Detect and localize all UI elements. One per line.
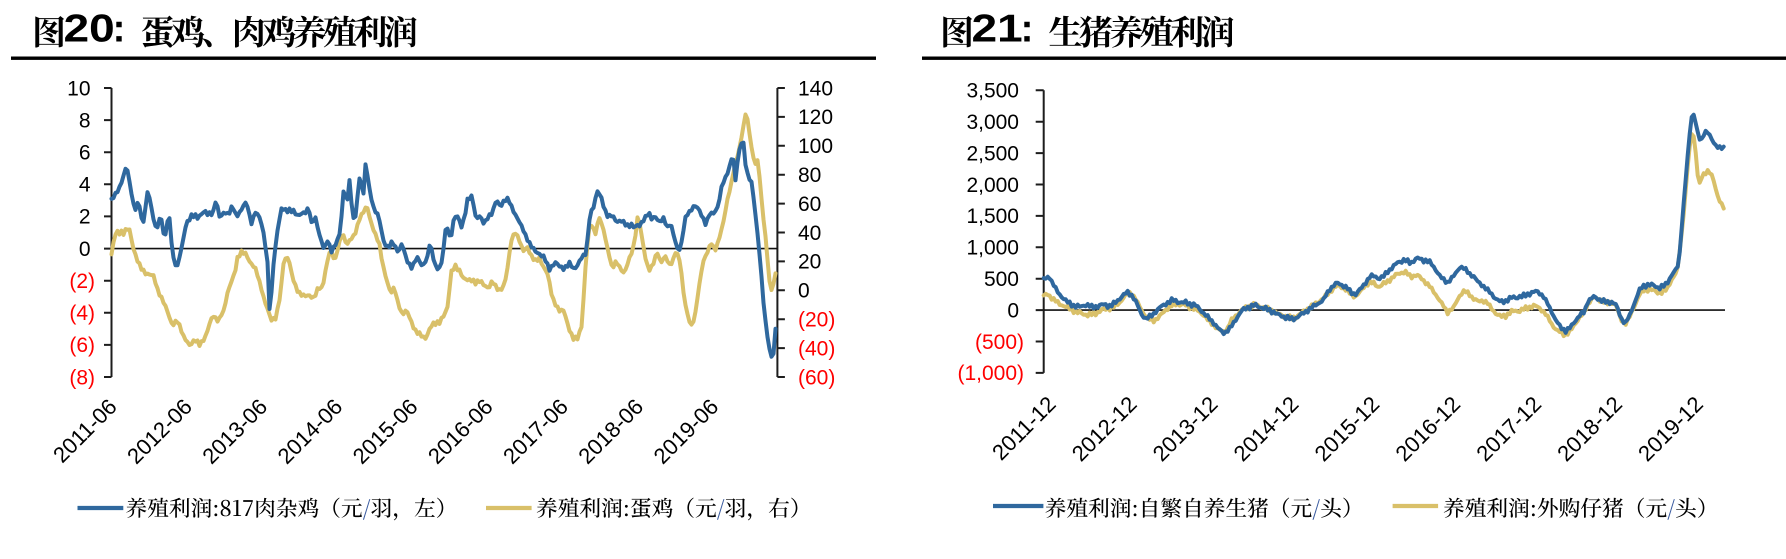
svg-text:6: 6: [79, 142, 91, 165]
svg-text:(500): (500): [975, 331, 1024, 354]
svg-text:0: 0: [1007, 299, 1019, 322]
svg-text:(8): (8): [69, 366, 95, 389]
svg-text:2: 2: [79, 206, 91, 229]
svg-text:2,000: 2,000: [966, 174, 1019, 197]
svg-text:100: 100: [798, 135, 833, 158]
svg-text:(6): (6): [69, 334, 95, 357]
svg-text:3,500: 3,500: [966, 80, 1019, 103]
svg-text:60: 60: [798, 193, 821, 216]
svg-text:20: 20: [798, 251, 821, 274]
svg-text:1,500: 1,500: [966, 205, 1019, 228]
svg-text:140: 140: [798, 77, 833, 100]
svg-text:1,000: 1,000: [966, 237, 1019, 260]
svg-text:0: 0: [79, 238, 91, 261]
svg-text:(20): (20): [798, 309, 835, 332]
svg-text:(1,000): (1,000): [957, 362, 1024, 385]
svg-text:10: 10: [67, 77, 90, 100]
svg-text:0: 0: [798, 280, 810, 303]
svg-text:500: 500: [984, 268, 1019, 291]
svg-text:2,500: 2,500: [966, 142, 1019, 165]
svg-text:(40): (40): [798, 337, 835, 360]
svg-text:80: 80: [798, 164, 821, 187]
svg-text:4: 4: [79, 174, 91, 197]
svg-text:40: 40: [798, 222, 821, 245]
svg-text:(4): (4): [69, 302, 95, 325]
svg-text:(2): (2): [69, 270, 95, 293]
svg-text:120: 120: [798, 106, 833, 129]
svg-text:3,000: 3,000: [966, 111, 1019, 134]
svg-text:8: 8: [79, 109, 91, 132]
svg-text:(60): (60): [798, 366, 835, 389]
